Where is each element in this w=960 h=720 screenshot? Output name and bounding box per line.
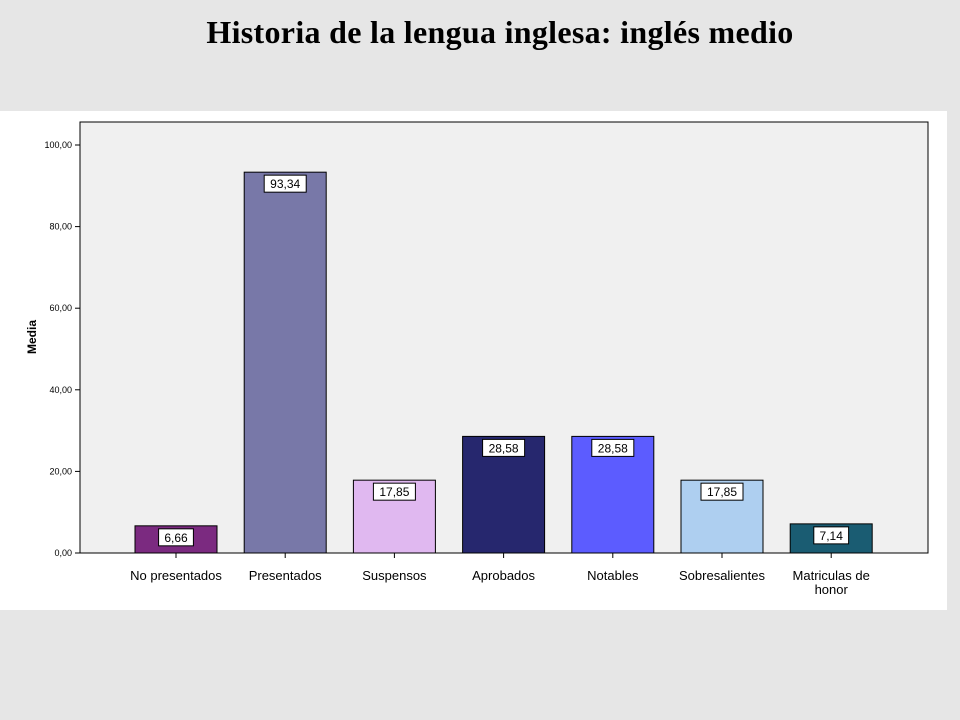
value-label-text: 17,85 [707,485,737,499]
x-tick-label: No presentados [130,568,222,583]
x-tick-label: Presentados [249,568,322,583]
bar-chart: 0,00 20,00 40,00 60,00 80,00 100,00 No presen… [25,121,929,597]
value-label: 7,14 [813,526,850,545]
y-tick-label: 60,00 [49,303,72,313]
y-tick-label: 0,00 [54,548,72,558]
value-label-text: 17,85 [379,485,409,499]
slide-title: Historia de la lengua inglesa: inglés me… [206,14,794,50]
y-tick-label: 100,00 [44,140,72,150]
value-label-box [263,174,307,193]
value-label: 93,34 [263,174,307,193]
y-axis-title: Media [25,320,39,354]
value-label-box [813,526,850,545]
value-label-box [591,438,635,457]
bar [243,171,327,554]
value-label-text: 28,58 [598,441,628,455]
value-label: 17,85 [372,482,416,501]
value-label-text: 7,14 [820,529,844,543]
y-tick-label: 80,00 [49,222,72,232]
value-label-box [700,482,744,501]
bars [134,171,873,554]
y-axis: 0,00 20,00 40,00 60,00 80,00 100,00 [44,140,80,558]
x-tick-label: Matriculas de honor [793,568,870,597]
value-label-text: 93,34 [270,177,300,191]
chart-panel: 0,00 20,00 40,00 60,00 80,00 100,00 No presen… [0,111,947,610]
value-label: 6,66 [158,528,194,547]
value-label: 17,85 [700,482,744,501]
value-label-box [372,482,416,501]
value-label-text: 6,66 [164,531,188,545]
value-label-box [158,528,194,547]
value-label-text: 28,58 [489,441,519,455]
value-label-box [482,438,526,457]
y-tick-label: 20,00 [49,466,72,476]
x-tick-label: Sobresalientes [679,568,765,583]
x-tick-label: Aprobados [472,568,535,583]
x-tick-label: Notables [587,568,639,583]
value-label: 28,58 [482,438,526,457]
value-labels: 6,66 93,34 17,85 28,58 28,58 17,85 7,14 [158,174,850,547]
y-tick-label: 40,00 [49,385,72,395]
x-axis: No presentados Presentados Suspensos Aproba… [130,553,870,597]
value-label: 28,58 [591,438,635,457]
x-tick-label: Suspensos [362,568,427,583]
bar [571,435,655,554]
